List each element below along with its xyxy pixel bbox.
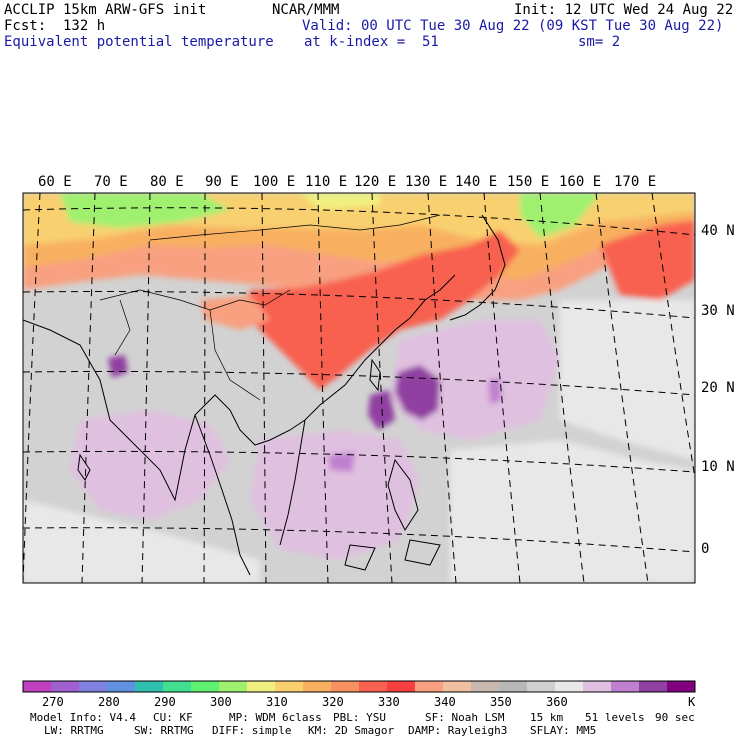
colorbar-unit: K [688, 695, 696, 709]
footer-lw: LW: RRTMG [44, 724, 104, 737]
footer-sflay: SFLAY: MM5 [530, 724, 597, 737]
lon-label: 150 E [507, 174, 549, 190]
lon-label: 170 E [614, 174, 656, 190]
colorbar-tick-label: 350 [490, 695, 512, 709]
lon-label: 130 E [405, 174, 447, 190]
footer-timestep: 90 sec [655, 711, 695, 724]
colorbar-cell [79, 681, 108, 692]
footer-resolution: 15 km [530, 711, 564, 724]
colorbar-cells [23, 681, 696, 692]
colorbar-cell [555, 681, 584, 692]
footer-sw: SW: RRTMG [134, 724, 194, 737]
lon-label: 120 E [354, 174, 396, 190]
forecast-hour: Fcst: 132 h [4, 18, 106, 34]
colorbar-cell [443, 681, 472, 692]
colorbar-tick-label: 360 [546, 695, 568, 709]
colorbar-frame [22, 680, 696, 693]
colorbar-tick-label: 280 [98, 695, 120, 709]
footer-sf: SF: Noah LSM [425, 711, 505, 724]
colorbar-cell [247, 681, 276, 692]
colorbar-ticks: 270 280 290 300 310 320 330 340 350 360 … [42, 695, 696, 709]
lon-label: 60 E [38, 174, 72, 190]
footer-model-info: Model Info: V4.4 [30, 711, 136, 724]
model-title: ACCLIP 15km ARW-GFS init [4, 2, 207, 18]
level-label: at k-index = 51 [304, 34, 439, 50]
colorbar-cell [387, 681, 416, 692]
lat-label: 40 N [701, 223, 735, 239]
colorbar-tick-label: 300 [210, 695, 232, 709]
footer-diff: DIFF: simple [212, 724, 292, 737]
footer-pbl: PBL: YSU [333, 711, 386, 724]
colorbar-tick-label: 310 [266, 695, 288, 709]
colorbar-cell [191, 681, 220, 692]
map-frame [22, 192, 696, 584]
colorbar-cell [527, 681, 556, 692]
coastlines [23, 214, 506, 576]
center-label: NCAR/MMM [272, 2, 340, 18]
lon-label: 140 E [455, 174, 497, 190]
colorbar-tick-label: 330 [378, 695, 400, 709]
smoothing-label: sm= 2 [578, 34, 621, 50]
lon-label: 90 E [205, 174, 239, 190]
lon-label: 100 E [253, 174, 295, 190]
footer-damp: DAMP: Rayleigh3 [408, 724, 508, 737]
lat-label: 10 N [701, 459, 735, 475]
colorbar-cell [51, 681, 80, 692]
colorbar-tick-label: 320 [322, 695, 344, 709]
footer-cu: CU: KF [153, 711, 193, 724]
colorbar-cell [359, 681, 388, 692]
colorbar-cell [275, 681, 304, 692]
footer-levels: 51 levels [585, 711, 645, 724]
field-name: Equivalent potential temperature [4, 34, 274, 50]
colorbar-cell [667, 681, 696, 692]
colorbar-cell [163, 681, 192, 692]
colorbar-cell [219, 681, 248, 692]
lon-label: 110 E [305, 174, 347, 190]
colorbar-cell [583, 681, 612, 692]
theta-e-map: 60 E 70 E 80 E 90 E 100 E 110 E 120 E 13… [22, 174, 735, 584]
colorbar-cell [331, 681, 360, 692]
colorbar-tick-label: 270 [42, 695, 64, 709]
colorbar-tick-label: 290 [154, 695, 176, 709]
colorbar-cell [639, 681, 668, 692]
init-time: Init: 12 UTC Wed 24 Aug 22 [514, 2, 734, 18]
lon-label: 80 E [150, 174, 184, 190]
valid-time: Valid: 00 UTC Tue 30 Aug 22 (09 KST Tue … [302, 18, 724, 34]
colorbar-cell [107, 681, 136, 692]
lon-label: 70 E [94, 174, 128, 190]
longitude-labels: 60 E 70 E 80 E 90 E 100 E 110 E 120 E 13… [38, 174, 656, 190]
lon-label: 160 E [559, 174, 601, 190]
footer-km: KM: 2D Smagor [308, 724, 395, 737]
colorbar-cell [415, 681, 444, 692]
lat-label: 20 N [701, 380, 735, 396]
colorbar-cell [611, 681, 640, 692]
map-field [23, 193, 695, 583]
country-borders [99, 214, 441, 401]
colorbar-tick-label: 340 [434, 695, 456, 709]
footer-mp: MP: WDM 6class [229, 711, 322, 724]
colorbar-cell [135, 681, 164, 692]
colorbar-cell [303, 681, 332, 692]
lat-label: 0 [701, 541, 709, 557]
colorbar-cell [471, 681, 500, 692]
graticule [23, 193, 695, 583]
lat-label: 30 N [701, 303, 735, 319]
colorbar-cell [499, 681, 528, 692]
colorbar-cell [23, 681, 52, 692]
latitude-labels: 40 N 30 N 20 N 10 N 0 [701, 223, 735, 557]
